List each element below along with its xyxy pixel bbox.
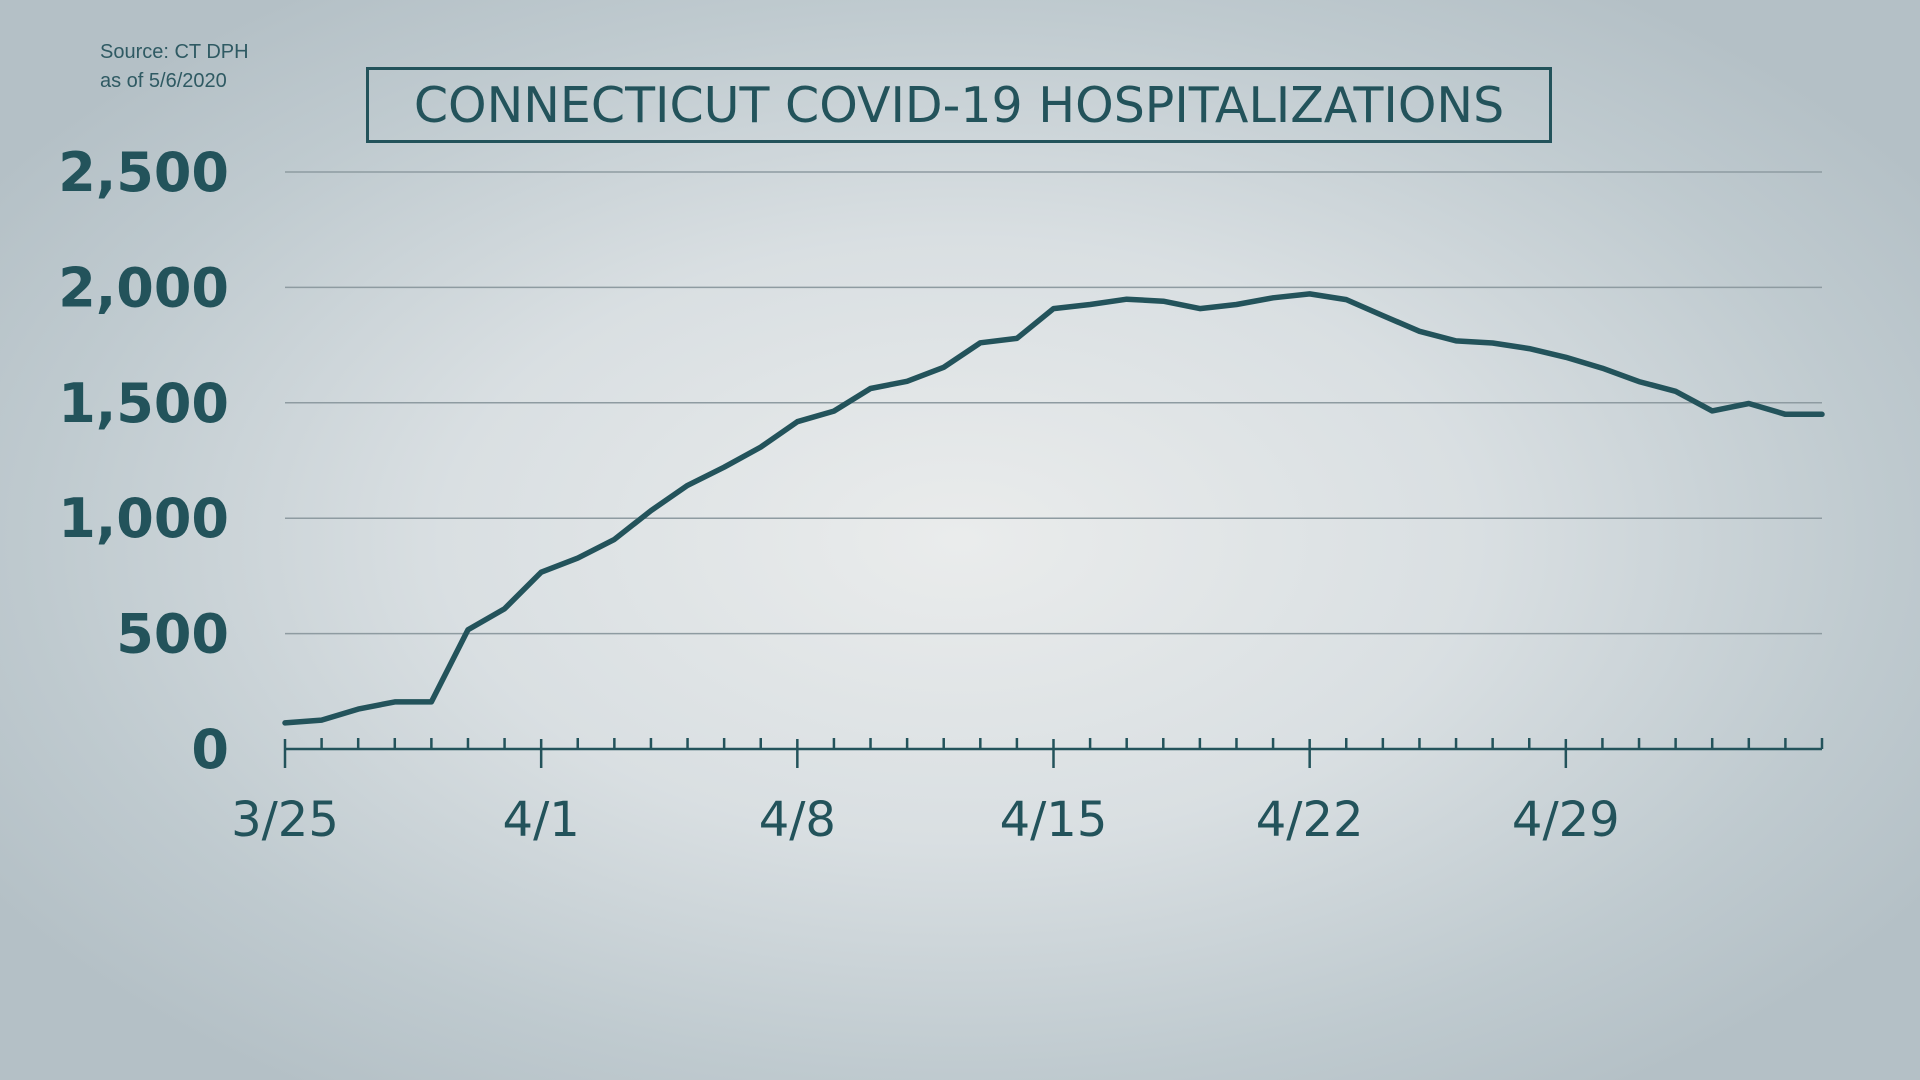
- x-tick-label: 4/8: [759, 792, 836, 848]
- series-line-0: [282, 291, 1825, 726]
- y-tick-label: 1,000: [58, 487, 229, 550]
- x-tick-label: 4/22: [1256, 792, 1364, 848]
- x-tick-label: 3/25: [231, 792, 339, 848]
- series-layer: [282, 291, 1825, 726]
- y-tick-label: 1,500: [58, 372, 229, 435]
- as-of-date: as of 5/6/2020: [100, 70, 227, 92]
- y-axis-labels: 0 500 1,000 1,500 2,000 2,500: [58, 141, 229, 781]
- y-tick-label: 500: [116, 603, 229, 666]
- source-note: Source: CT DPH as of 5/6/2020: [100, 38, 249, 96]
- chart-title: CONNECTICUT COVID-19 HOSPITALIZATIONS: [413, 76, 1505, 134]
- chart-title-box: CONNECTICUT COVID-19 HOSPITALIZATIONS: [366, 67, 1552, 143]
- y-tick-label: 2,000: [58, 256, 229, 319]
- x-tick-label: 4/1: [503, 792, 580, 848]
- source-line: Source: CT DPH: [100, 41, 249, 63]
- x-tick-label: 4/15: [1000, 792, 1108, 848]
- x-axis-labels: 3/25 4/1 4/8 4/15 4/22 4/29: [231, 792, 1620, 848]
- x-tick-label: 4/29: [1512, 792, 1620, 848]
- y-tick-label: 2,500: [58, 141, 229, 204]
- y-tick-label: 0: [191, 718, 229, 781]
- x-axis: [283, 738, 1824, 768]
- gridlines: [285, 171, 1822, 635]
